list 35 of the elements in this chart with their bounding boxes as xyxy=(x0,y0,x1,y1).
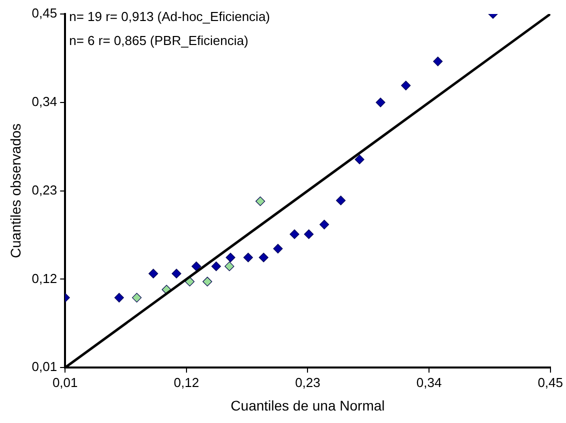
point xyxy=(148,268,158,278)
y-axis-title: Cuantiles observados xyxy=(7,123,24,258)
x-tick-label: 0,34 xyxy=(416,374,442,390)
y-tick-label: 0,34 xyxy=(32,94,58,109)
point xyxy=(304,229,314,239)
point xyxy=(226,252,236,262)
point xyxy=(273,244,283,254)
annotation: n= 6 r= 0,865 (PBR_Eficiencia) xyxy=(69,33,248,48)
point xyxy=(354,154,364,164)
x-tick-label: 0,45 xyxy=(538,374,564,390)
x-axis-title: Cuantiles de una Normal xyxy=(230,397,385,414)
point xyxy=(132,292,142,302)
point xyxy=(202,276,212,286)
annotation: n= 19 r= 0,913 (Ad-hoc_Eficiencia) xyxy=(69,9,270,24)
x-tick-label: 0,23 xyxy=(295,374,320,390)
y-tick-label: 0,23 xyxy=(32,182,58,198)
y-tick-label: 0,01 xyxy=(32,359,58,374)
point xyxy=(172,268,182,278)
point xyxy=(258,252,268,262)
point xyxy=(192,262,202,272)
point xyxy=(290,229,300,239)
point xyxy=(224,262,234,272)
x-tick-label: 0,01 xyxy=(52,374,78,390)
point xyxy=(243,252,253,262)
point xyxy=(211,262,221,272)
point xyxy=(433,56,443,66)
x-tick-label: 0,12 xyxy=(174,374,200,390)
y-tick-label: 0,12 xyxy=(32,270,58,286)
point xyxy=(114,292,124,302)
point xyxy=(256,196,266,206)
y-tick-label: 0,45 xyxy=(32,6,58,21)
point xyxy=(376,98,386,108)
point xyxy=(336,196,346,206)
point xyxy=(401,80,411,90)
point xyxy=(319,220,330,230)
